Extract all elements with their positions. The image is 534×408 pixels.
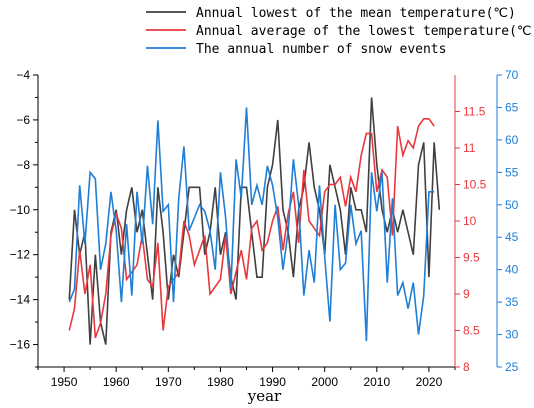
right-2-tick-label: 65 bbox=[505, 100, 519, 114]
x-tick-label: 1970 bbox=[155, 375, 182, 389]
right-2-tick-label: 25 bbox=[505, 360, 519, 374]
left-tick-label: −16 bbox=[10, 338, 31, 352]
legend: Annual lowest of the mean temperature(℃)… bbox=[146, 6, 534, 57]
x-tick-label: 2010 bbox=[363, 375, 390, 389]
right-2-tick-label: 60 bbox=[505, 133, 519, 147]
x-tick-label: 2000 bbox=[311, 375, 338, 389]
right-1-tick-label: 10 bbox=[463, 214, 477, 228]
right-2-tick-label: 35 bbox=[505, 295, 519, 309]
left-tick-label: −10 bbox=[10, 203, 31, 217]
series-line-3 bbox=[68, 107, 435, 342]
right-1-tick-label: 9.5 bbox=[463, 251, 480, 265]
right-2-tick-label: 45 bbox=[505, 230, 519, 244]
x-tick-label: 2020 bbox=[416, 375, 443, 389]
right-2-tick-label: 55 bbox=[505, 165, 519, 179]
x-tick-label: 1980 bbox=[207, 375, 234, 389]
legend-label-2: Annual average of the lowest temperature… bbox=[196, 24, 534, 39]
left-tick-label: −6 bbox=[16, 113, 30, 127]
right-2-tick-label: 30 bbox=[505, 328, 519, 342]
x-axis-title: year bbox=[247, 387, 282, 405]
legend-label-3: The annual number of snow events bbox=[196, 42, 446, 57]
right-1-tick-label: 8.5 bbox=[463, 324, 480, 338]
right-1-tick-label: 9 bbox=[463, 287, 470, 301]
left-tick-label: −12 bbox=[10, 248, 31, 262]
right-2-tick-label: 40 bbox=[505, 263, 519, 277]
series-line-1 bbox=[68, 97, 441, 345]
left-tick-label: −14 bbox=[10, 293, 31, 307]
right-1-tick-label: 11.5 bbox=[463, 105, 486, 119]
x-tick-label: 1950 bbox=[51, 375, 78, 389]
right-2-tick-label: 50 bbox=[505, 198, 519, 212]
right-2-tick-label: 70 bbox=[505, 68, 519, 82]
right-1-tick-label: 10.5 bbox=[463, 178, 487, 192]
axes-layer: 1950 1960 1970 1980 1990 2000 2010 2020 −16 −14 −1… bbox=[10, 68, 519, 389]
series-layer bbox=[68, 97, 441, 345]
right-1-tick-label: 11 bbox=[463, 141, 476, 155]
x-tick-label: 1990 bbox=[259, 375, 286, 389]
left-tick-label: −8 bbox=[16, 158, 30, 172]
x-tick-label: 1960 bbox=[103, 375, 130, 389]
legend-label-1: Annual lowest of the mean temperature(℃) bbox=[196, 6, 516, 21]
right-1-tick-label: 8 bbox=[463, 360, 470, 374]
left-tick-label: −4 bbox=[16, 68, 30, 82]
